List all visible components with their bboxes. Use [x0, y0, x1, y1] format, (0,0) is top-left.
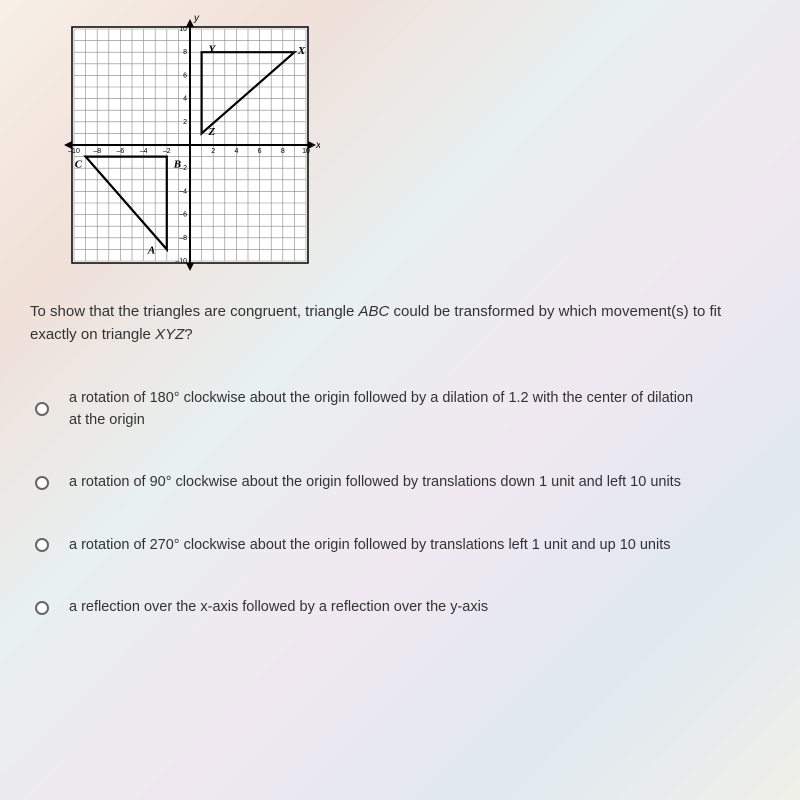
radio-icon [35, 601, 49, 615]
option-b[interactable]: a rotation of 90° clockwise about the or… [35, 471, 770, 493]
question-text: To show that the triangles are congruent… [30, 300, 770, 347]
question-part3: ? [184, 326, 192, 343]
svg-text:4: 4 [183, 96, 187, 103]
radio-icon [35, 538, 49, 552]
option-d[interactable]: a reflection over the x-axis followed by… [35, 596, 770, 618]
svg-text:–8: –8 [179, 235, 187, 242]
answer-options: a rotation of 180° clockwise about the o… [30, 387, 770, 619]
svg-text:10: 10 [179, 26, 187, 33]
radio-icon [35, 476, 49, 490]
svg-text:10: 10 [302, 148, 310, 155]
svg-text:8: 8 [183, 49, 187, 56]
question-em1: ABC [359, 303, 390, 320]
svg-text:6: 6 [183, 72, 187, 79]
svg-text:A: A [147, 244, 155, 256]
option-a[interactable]: a rotation of 180° clockwise about the o… [35, 387, 770, 432]
svg-text:6: 6 [258, 148, 262, 155]
svg-text:B: B [173, 159, 181, 171]
svg-text:C: C [75, 159, 83, 171]
svg-text:y: y [193, 15, 200, 24]
question-part1: To show that the triangles are congruent… [30, 303, 359, 320]
svg-text:–4: –4 [140, 148, 148, 155]
option-a-text: a rotation of 180° clockwise about the o… [69, 387, 709, 432]
radio-icon [35, 402, 49, 416]
svg-text:x: x [315, 140, 320, 151]
option-c[interactable]: a rotation of 270° clockwise about the o… [35, 534, 770, 556]
svg-text:2: 2 [183, 119, 187, 126]
svg-text:8: 8 [281, 148, 285, 155]
svg-text:–2: –2 [163, 148, 171, 155]
question-em2: XYZ [155, 326, 184, 343]
svg-text:–10: –10 [68, 148, 80, 155]
svg-text:–4: –4 [179, 188, 187, 195]
svg-text:–8: –8 [93, 148, 101, 155]
coordinate-graph: –10–8–6–4–2246810–10–8–6–4–2246810xyYXZC… [60, 15, 770, 275]
graph-svg: –10–8–6–4–2246810–10–8–6–4–2246810xyYXZC… [60, 15, 320, 275]
svg-text:X: X [297, 45, 306, 57]
option-d-text: a reflection over the x-axis followed by… [69, 596, 488, 618]
svg-text:–6: –6 [179, 212, 187, 219]
svg-text:2: 2 [211, 148, 215, 155]
svg-text:–10: –10 [175, 258, 187, 265]
svg-text:–6: –6 [117, 148, 125, 155]
option-b-text: a rotation of 90° clockwise about the or… [69, 471, 681, 493]
option-c-text: a rotation of 270° clockwise about the o… [69, 534, 670, 556]
svg-text:Z: Z [208, 126, 216, 138]
svg-text:4: 4 [234, 148, 238, 155]
